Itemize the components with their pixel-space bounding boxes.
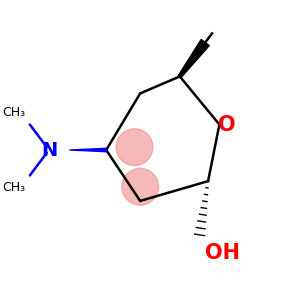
Text: OH: OH [205,243,240,263]
Text: CH₃: CH₃ [2,181,26,194]
Text: CH₃: CH₃ [2,106,26,119]
Circle shape [116,129,153,166]
Polygon shape [178,39,209,77]
Text: O: O [218,115,235,134]
Circle shape [122,168,159,205]
Text: N: N [41,140,58,160]
Polygon shape [69,148,106,152]
